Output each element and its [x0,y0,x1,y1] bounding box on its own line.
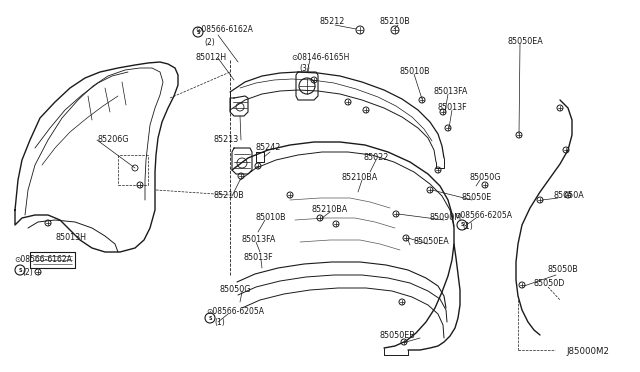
Text: ⊙08566-6162A: ⊙08566-6162A [195,26,253,35]
Text: 85206G: 85206G [98,135,129,144]
Text: 85010B: 85010B [399,67,429,77]
Text: (1): (1) [462,221,473,231]
Text: 85022: 85022 [364,154,389,163]
Text: (3): (3) [299,64,310,73]
Text: 85210B: 85210B [380,17,411,26]
Text: 85213: 85213 [214,135,239,144]
Text: 85210BA: 85210BA [312,205,348,215]
Text: 85050EA: 85050EA [508,38,544,46]
Text: ⊙08566-6162A: ⊙08566-6162A [14,256,72,264]
Text: S: S [196,29,200,35]
Text: 85050EA: 85050EA [414,237,450,247]
Text: (2): (2) [22,267,33,276]
Text: 85050E: 85050E [462,193,492,202]
Text: 85013F: 85013F [438,103,468,112]
Text: S: S [19,267,22,273]
Text: ⊙08566-6205A: ⊙08566-6205A [454,212,512,221]
Text: 85090M: 85090M [430,214,462,222]
Text: 85013F: 85013F [244,253,274,263]
Text: S: S [460,222,464,228]
Text: 85013FA: 85013FA [434,87,468,96]
Text: 85013H: 85013H [56,234,87,243]
Text: 85242: 85242 [256,144,282,153]
Text: 85212: 85212 [320,17,346,26]
Text: 85050D: 85050D [534,279,565,289]
Text: 85012H: 85012H [196,54,227,62]
Text: 85013FA: 85013FA [241,235,275,244]
Text: 85210BA: 85210BA [342,173,378,183]
Text: S: S [208,315,212,321]
Text: (1): (1) [214,317,225,327]
Text: 85050EB: 85050EB [380,331,416,340]
Text: 85010B: 85010B [256,214,287,222]
Text: 85210B: 85210B [214,192,244,201]
Text: J85000M2: J85000M2 [566,347,609,356]
Text: 85050G: 85050G [470,173,502,183]
Text: 85050A: 85050A [554,192,585,201]
Text: 85050B: 85050B [548,266,579,275]
Text: ⊙08146-6165H: ⊙08146-6165H [291,54,349,62]
Text: ⊙08566-6205A: ⊙08566-6205A [206,308,264,317]
Text: (2): (2) [204,38,215,46]
Text: 85050G: 85050G [220,285,252,295]
